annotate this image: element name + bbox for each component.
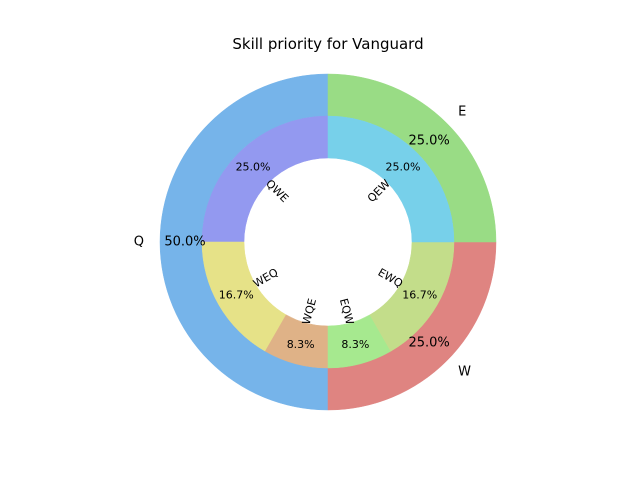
outer-pct-q: 50.0% <box>164 235 205 250</box>
outer-label-w: W <box>458 365 471 380</box>
outer-pct-e: 25.0% <box>408 133 449 148</box>
inner-pct-qwe: 25.0% <box>236 161 271 174</box>
inner-pct-eqw: 8.3% <box>341 338 369 351</box>
wedges-group <box>159 73 497 411</box>
inner-pct-wqe: 8.3% <box>287 338 315 351</box>
inner-wedge-qew <box>327 115 455 243</box>
outer-label-e: E <box>458 104 466 119</box>
outer-pct-w: 25.0% <box>408 336 449 351</box>
inner-pct-qew: 25.0% <box>385 161 420 174</box>
outer-label-q: Q <box>134 235 144 250</box>
inner-pct-ewq: 16.7% <box>402 289 437 302</box>
chart-title: Skill priority for Vanguard <box>232 35 423 53</box>
inner-pct-weq: 16.7% <box>219 289 254 302</box>
